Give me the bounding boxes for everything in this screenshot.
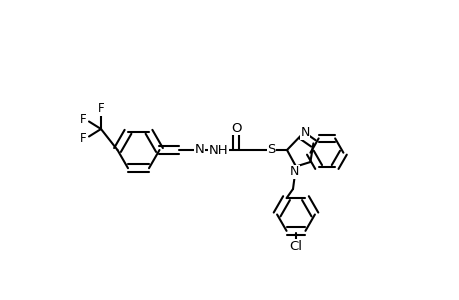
Text: NH: NH <box>209 143 228 157</box>
Text: N: N <box>300 126 309 139</box>
Text: Cl: Cl <box>289 240 302 253</box>
Text: O: O <box>230 122 241 135</box>
Text: F: F <box>80 113 87 127</box>
Text: S: S <box>267 143 275 156</box>
Text: F: F <box>97 102 104 116</box>
Text: F: F <box>80 131 87 145</box>
Text: N: N <box>289 165 298 178</box>
Text: N: N <box>194 143 204 156</box>
